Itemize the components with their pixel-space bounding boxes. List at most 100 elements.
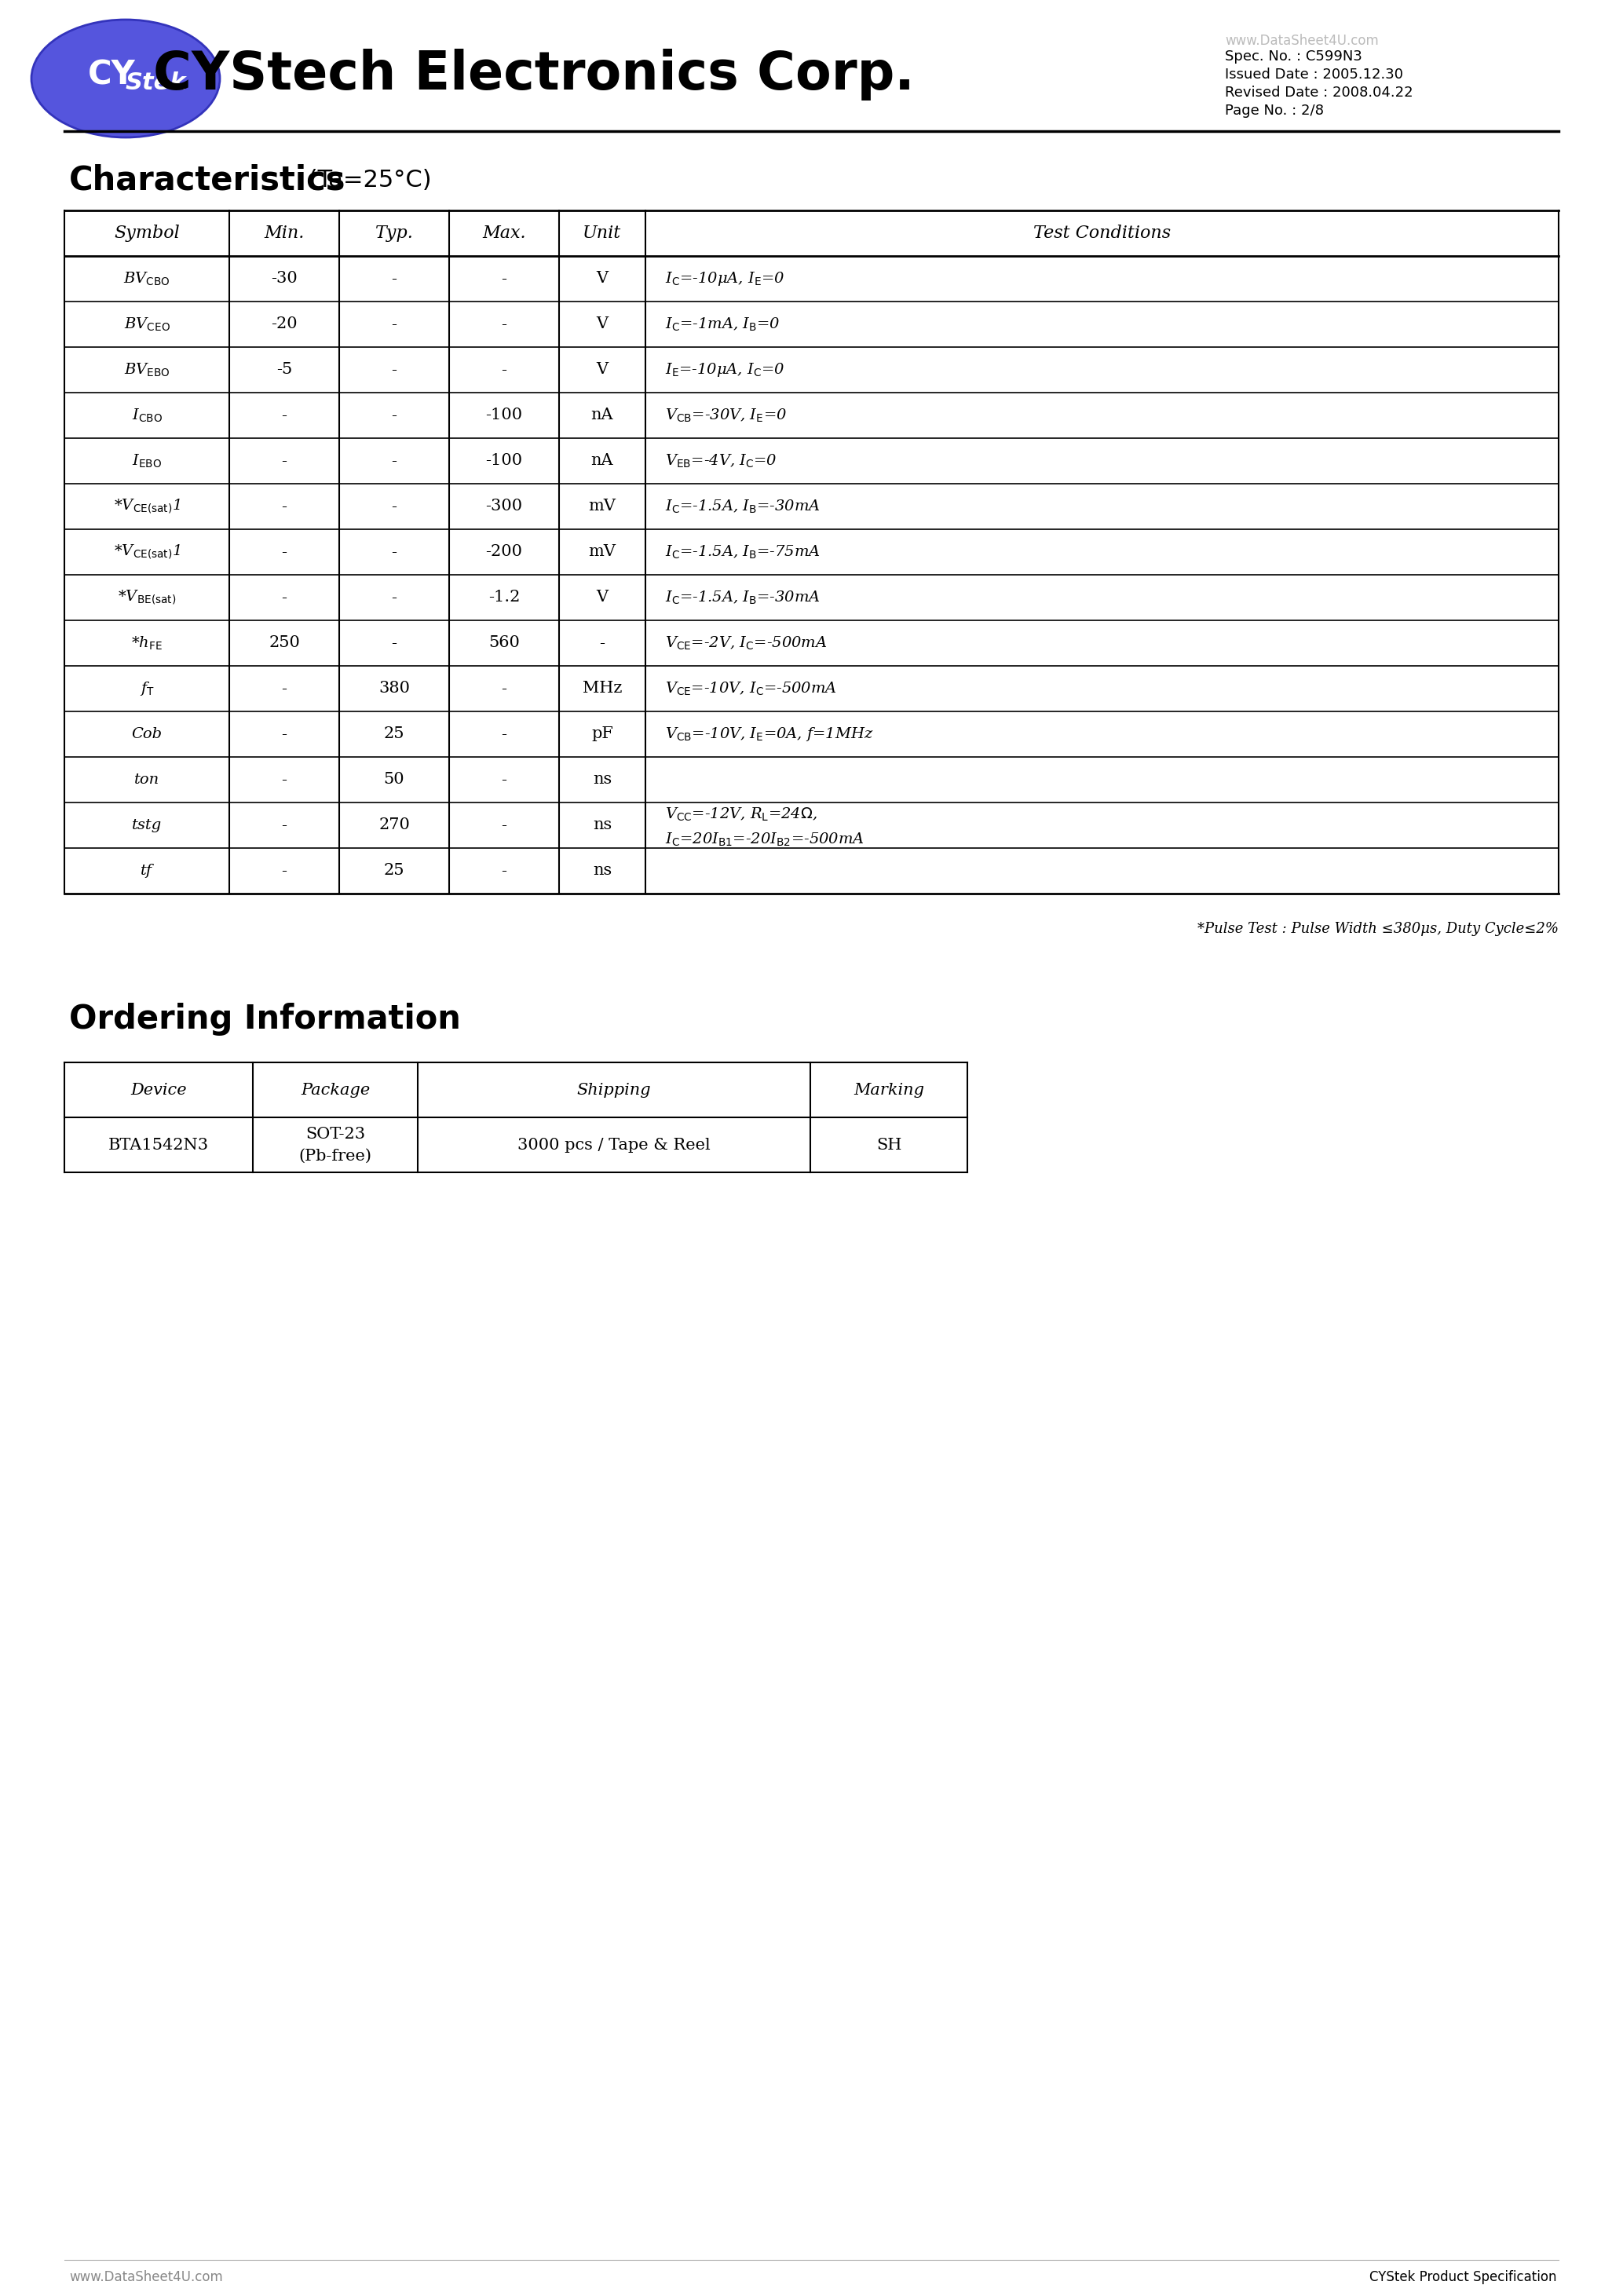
Ellipse shape bbox=[31, 21, 219, 138]
Text: -: - bbox=[391, 363, 398, 377]
Text: -: - bbox=[281, 682, 287, 696]
Text: V$_\mathrm{EB}$=-4V, I$_\mathrm{C}$=0: V$_\mathrm{EB}$=-4V, I$_\mathrm{C}$=0 bbox=[665, 452, 777, 468]
Text: 50: 50 bbox=[383, 771, 404, 788]
Text: tstg: tstg bbox=[131, 817, 162, 833]
Text: -: - bbox=[391, 271, 398, 287]
Text: V: V bbox=[596, 317, 609, 331]
Text: 560: 560 bbox=[489, 636, 519, 650]
Text: Typ.: Typ. bbox=[375, 225, 414, 241]
Text: I$_\mathrm{C}$=-10μA, I$_\mathrm{E}$=0: I$_\mathrm{C}$=-10μA, I$_\mathrm{E}$=0 bbox=[665, 271, 784, 287]
Text: mV: mV bbox=[589, 544, 617, 560]
Text: -: - bbox=[502, 863, 506, 879]
Text: www.DataSheet4U.com: www.DataSheet4U.com bbox=[70, 2271, 222, 2285]
Text: CYStech Electronics Corp.: CYStech Electronics Corp. bbox=[153, 48, 915, 101]
Text: -: - bbox=[502, 363, 506, 377]
Text: -: - bbox=[281, 455, 287, 468]
Text: -30: -30 bbox=[271, 271, 297, 287]
Text: V$_\mathrm{CC}$=-12V, R$_\mathrm{L}$=24$\Omega$,: V$_\mathrm{CC}$=-12V, R$_\mathrm{L}$=24$… bbox=[665, 806, 818, 822]
Text: (Ta=25°C): (Ta=25°C) bbox=[300, 170, 432, 193]
Text: -: - bbox=[502, 682, 506, 696]
Text: Page No. : 2/8: Page No. : 2/8 bbox=[1225, 103, 1324, 117]
Text: -: - bbox=[391, 636, 398, 650]
Text: 25: 25 bbox=[383, 728, 404, 742]
Text: -: - bbox=[281, 771, 287, 788]
Text: Min.: Min. bbox=[265, 225, 305, 241]
Text: I$_\mathrm{C}$=-1.5A, I$_\mathrm{B}$=-75mA: I$_\mathrm{C}$=-1.5A, I$_\mathrm{B}$=-75… bbox=[665, 544, 820, 560]
Text: I$_\mathrm{C}$=-1.5A, I$_\mathrm{B}$=-30mA: I$_\mathrm{C}$=-1.5A, I$_\mathrm{B}$=-30… bbox=[665, 590, 820, 606]
Text: -100: -100 bbox=[485, 409, 523, 422]
Text: Cob: Cob bbox=[131, 728, 162, 742]
Text: nA: nA bbox=[591, 409, 613, 422]
Text: SH: SH bbox=[876, 1137, 901, 1153]
Text: V: V bbox=[596, 590, 609, 606]
Text: Package: Package bbox=[300, 1081, 370, 1097]
Text: I$_\mathrm{CBO}$: I$_\mathrm{CBO}$ bbox=[131, 406, 162, 425]
Text: V$_\mathrm{CB}$=-30V, I$_\mathrm{E}$=0: V$_\mathrm{CB}$=-30V, I$_\mathrm{E}$=0 bbox=[665, 406, 787, 425]
Text: -: - bbox=[599, 636, 605, 650]
Text: BV$_\mathrm{CBO}$: BV$_\mathrm{CBO}$ bbox=[123, 271, 170, 287]
Text: MHz: MHz bbox=[583, 682, 622, 696]
Text: -300: -300 bbox=[485, 498, 523, 514]
Text: Device: Device bbox=[130, 1081, 187, 1097]
Text: SOT-23
(Pb-free): SOT-23 (Pb-free) bbox=[299, 1127, 372, 1164]
Text: 250: 250 bbox=[268, 636, 300, 650]
Text: CY: CY bbox=[88, 57, 135, 92]
Text: ns: ns bbox=[592, 863, 612, 879]
Text: -: - bbox=[391, 317, 398, 331]
Text: -20: -20 bbox=[271, 317, 297, 331]
Text: Stek: Stek bbox=[125, 71, 187, 94]
Text: f$_\mathrm{T}$: f$_\mathrm{T}$ bbox=[140, 680, 154, 698]
Text: BV$_\mathrm{EBO}$: BV$_\mathrm{EBO}$ bbox=[123, 360, 170, 379]
Text: 380: 380 bbox=[378, 682, 411, 696]
Text: -5: -5 bbox=[276, 363, 292, 377]
Text: -: - bbox=[281, 590, 287, 606]
Text: -200: -200 bbox=[485, 544, 523, 560]
Text: Symbol: Symbol bbox=[114, 225, 180, 241]
Text: Marking: Marking bbox=[854, 1081, 923, 1097]
Text: ns: ns bbox=[592, 771, 612, 788]
Text: www.DataSheet4U.com: www.DataSheet4U.com bbox=[1225, 34, 1378, 48]
Text: Issued Date : 2005.12.30: Issued Date : 2005.12.30 bbox=[1225, 67, 1404, 83]
Text: I$_\mathrm{C}$=-1mA, I$_\mathrm{B}$=0: I$_\mathrm{C}$=-1mA, I$_\mathrm{B}$=0 bbox=[665, 317, 781, 333]
Text: nA: nA bbox=[591, 455, 613, 468]
Text: BV$_\mathrm{CEO}$: BV$_\mathrm{CEO}$ bbox=[123, 317, 170, 333]
Text: -: - bbox=[281, 817, 287, 833]
Text: pF: pF bbox=[591, 728, 613, 742]
Text: V$_\mathrm{CB}$=-10V, I$_\mathrm{E}$=0A, f=1MHz: V$_\mathrm{CB}$=-10V, I$_\mathrm{E}$=0A,… bbox=[665, 726, 873, 744]
Text: Revised Date : 2008.04.22: Revised Date : 2008.04.22 bbox=[1225, 85, 1414, 99]
Text: -: - bbox=[502, 271, 506, 287]
Text: V$_\mathrm{CE}$=-2V, I$_\mathrm{C}$=-500mA: V$_\mathrm{CE}$=-2V, I$_\mathrm{C}$=-500… bbox=[665, 634, 828, 652]
Text: -: - bbox=[281, 863, 287, 879]
Text: -: - bbox=[281, 498, 287, 514]
Text: Test Conditions: Test Conditions bbox=[1034, 225, 1170, 241]
Text: *V$_\mathrm{CE(sat)}$1: *V$_\mathrm{CE(sat)}$1 bbox=[114, 498, 180, 514]
Text: *V$_\mathrm{BE(sat)}$: *V$_\mathrm{BE(sat)}$ bbox=[117, 588, 175, 606]
Text: ns: ns bbox=[592, 817, 612, 833]
Text: tf: tf bbox=[141, 863, 153, 877]
Text: Characteristics: Characteristics bbox=[70, 163, 346, 197]
Text: -1.2: -1.2 bbox=[489, 590, 519, 606]
Text: V$_\mathrm{CE}$=-10V, I$_\mathrm{C}$=-500mA: V$_\mathrm{CE}$=-10V, I$_\mathrm{C}$=-50… bbox=[665, 680, 837, 698]
Text: V: V bbox=[596, 363, 609, 377]
Text: I$_\mathrm{E}$=-10μA, I$_\mathrm{C}$=0: I$_\mathrm{E}$=-10μA, I$_\mathrm{C}$=0 bbox=[665, 360, 784, 379]
Text: *V$_\mathrm{CE(sat)}$1: *V$_\mathrm{CE(sat)}$1 bbox=[114, 544, 180, 560]
Text: -: - bbox=[502, 817, 506, 833]
Text: -: - bbox=[502, 317, 506, 331]
Text: -100: -100 bbox=[485, 455, 523, 468]
Text: I$_\mathrm{C}$=20I$_\mathrm{B1}$=-20I$_\mathrm{B2}$=-500mA: I$_\mathrm{C}$=20I$_\mathrm{B1}$=-20I$_\… bbox=[665, 831, 865, 847]
Text: mV: mV bbox=[589, 498, 617, 514]
Text: -: - bbox=[502, 728, 506, 742]
Text: -: - bbox=[391, 409, 398, 422]
Text: -: - bbox=[281, 544, 287, 560]
Text: Spec. No. : C599N3: Spec. No. : C599N3 bbox=[1225, 51, 1362, 64]
Text: 270: 270 bbox=[378, 817, 411, 833]
Text: -: - bbox=[281, 728, 287, 742]
Text: -: - bbox=[502, 771, 506, 788]
Text: -: - bbox=[281, 409, 287, 422]
Text: ton: ton bbox=[135, 774, 159, 788]
Text: CYStek Product Specification: CYStek Product Specification bbox=[1368, 2271, 1556, 2285]
Text: Unit: Unit bbox=[583, 225, 622, 241]
Text: -: - bbox=[391, 455, 398, 468]
Text: *Pulse Test : Pulse Width ≤380μs, Duty Cycle≤2%: *Pulse Test : Pulse Width ≤380μs, Duty C… bbox=[1198, 923, 1558, 937]
Text: 25: 25 bbox=[383, 863, 404, 879]
